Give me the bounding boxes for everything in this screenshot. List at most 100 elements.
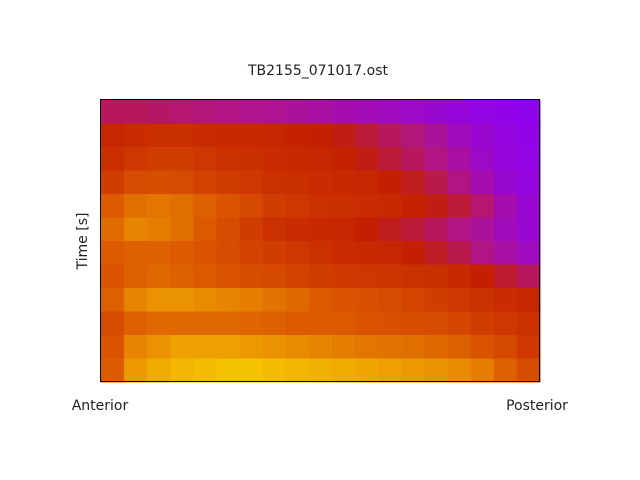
heatmap-cell	[401, 170, 425, 195]
heatmap-cell	[401, 358, 425, 383]
heatmap-cell	[378, 241, 402, 265]
heatmap-cell	[378, 358, 402, 383]
heatmap-cell	[355, 311, 379, 336]
heatmap-cell	[355, 170, 379, 195]
heatmap-cell	[124, 288, 148, 312]
heatmap-cell	[493, 147, 518, 171]
heatmap-cell	[470, 217, 495, 242]
heatmap-cell	[285, 264, 310, 289]
heatmap-cell	[124, 147, 148, 171]
heatmap-cell	[332, 335, 356, 359]
heatmap-cell	[262, 170, 287, 195]
heatmap-cell	[193, 194, 218, 218]
heatmap-cell	[447, 147, 472, 171]
heatmap-cell	[239, 288, 264, 312]
heatmap-cell	[101, 311, 125, 336]
heatmap-cell	[124, 241, 148, 265]
heatmap-cell	[193, 147, 218, 171]
heatmap-cell	[332, 147, 356, 171]
heatmap-cell	[378, 170, 402, 195]
heatmap-cell	[355, 241, 379, 265]
heatmap-cell	[124, 100, 148, 124]
heatmap-cell	[424, 335, 449, 359]
heatmap-cell	[147, 241, 171, 265]
heatmap-cell	[239, 194, 264, 218]
heatmap-cell	[124, 194, 148, 218]
heatmap-cell	[193, 241, 218, 265]
heatmap-cell	[147, 123, 171, 148]
heatmap-cell	[378, 217, 402, 242]
heatmap-cell	[216, 147, 241, 171]
heatmap-cell	[262, 147, 287, 171]
heatmap-cell	[147, 194, 171, 218]
heatmap-cell	[378, 100, 402, 124]
heatmap-cell	[493, 100, 518, 124]
heatmap-cell	[262, 217, 287, 242]
heatmap	[101, 100, 541, 383]
heatmap-cell	[424, 288, 449, 312]
heatmap-cell	[424, 170, 449, 195]
heatmap-cell	[447, 194, 472, 218]
heatmap-cell	[355, 100, 379, 124]
heatmap-cell	[470, 194, 495, 218]
heatmap-cell	[239, 170, 264, 195]
heatmap-cell	[516, 147, 541, 171]
heatmap-cell	[447, 100, 472, 124]
heatmap-cell	[193, 335, 218, 359]
heatmap-cell	[101, 147, 125, 171]
heatmap-cell	[308, 194, 333, 218]
heatmap-cell	[332, 358, 356, 383]
heatmap-cell	[262, 311, 287, 336]
heatmap-cell	[239, 358, 264, 383]
heatmap-cell	[101, 217, 125, 242]
heatmap-cell	[262, 194, 287, 218]
heatmap-cell	[147, 100, 171, 124]
heatmap-cell	[147, 217, 171, 242]
heatmap-cell	[516, 335, 541, 359]
heatmap-cell	[308, 170, 333, 195]
heatmap-cell	[332, 100, 356, 124]
heatmap-cell	[193, 358, 218, 383]
heatmap-cell	[262, 358, 287, 383]
heatmap-cell	[378, 194, 402, 218]
heatmap-cell	[193, 123, 218, 148]
heatmap-cell	[493, 264, 518, 289]
heatmap-cell	[447, 241, 472, 265]
y-axis-label: Time [s]	[75, 213, 91, 271]
heatmap-cell	[470, 311, 495, 336]
heatmap-cell	[516, 170, 541, 195]
heatmap-cell	[447, 358, 472, 383]
heatmap-cell	[170, 194, 194, 218]
heatmap-cell	[147, 170, 171, 195]
heatmap-cell	[170, 311, 194, 336]
heatmap-cell	[355, 358, 379, 383]
heatmap-cell	[332, 311, 356, 336]
heatmap-cell	[424, 100, 449, 124]
heatmap-cell	[262, 123, 287, 148]
heatmap-cell	[424, 217, 449, 242]
heatmap-cell	[285, 170, 310, 195]
heatmap-cell	[493, 170, 518, 195]
heatmap-cell	[239, 241, 264, 265]
heatmap-cell	[378, 335, 402, 359]
heatmap-cell	[285, 123, 310, 148]
heatmap-cell	[216, 170, 241, 195]
heatmap-cell	[470, 123, 495, 148]
heatmap-cell	[170, 358, 194, 383]
heatmap-cell	[447, 170, 472, 195]
heatmap-cell	[401, 123, 425, 148]
heatmap-cell	[216, 311, 241, 336]
heatmap-cell	[470, 147, 495, 171]
heatmap-cell	[124, 217, 148, 242]
heatmap-cell	[493, 358, 518, 383]
heatmap-cell	[239, 311, 264, 336]
heatmap-cell	[401, 335, 425, 359]
heatmap-cell	[285, 194, 310, 218]
heatmap-cell	[447, 264, 472, 289]
heatmap-cell	[216, 194, 241, 218]
heatmap-cell	[378, 147, 402, 171]
heatmap-cell	[401, 311, 425, 336]
heatmap-cell	[147, 264, 171, 289]
heatmap-cell	[216, 241, 241, 265]
